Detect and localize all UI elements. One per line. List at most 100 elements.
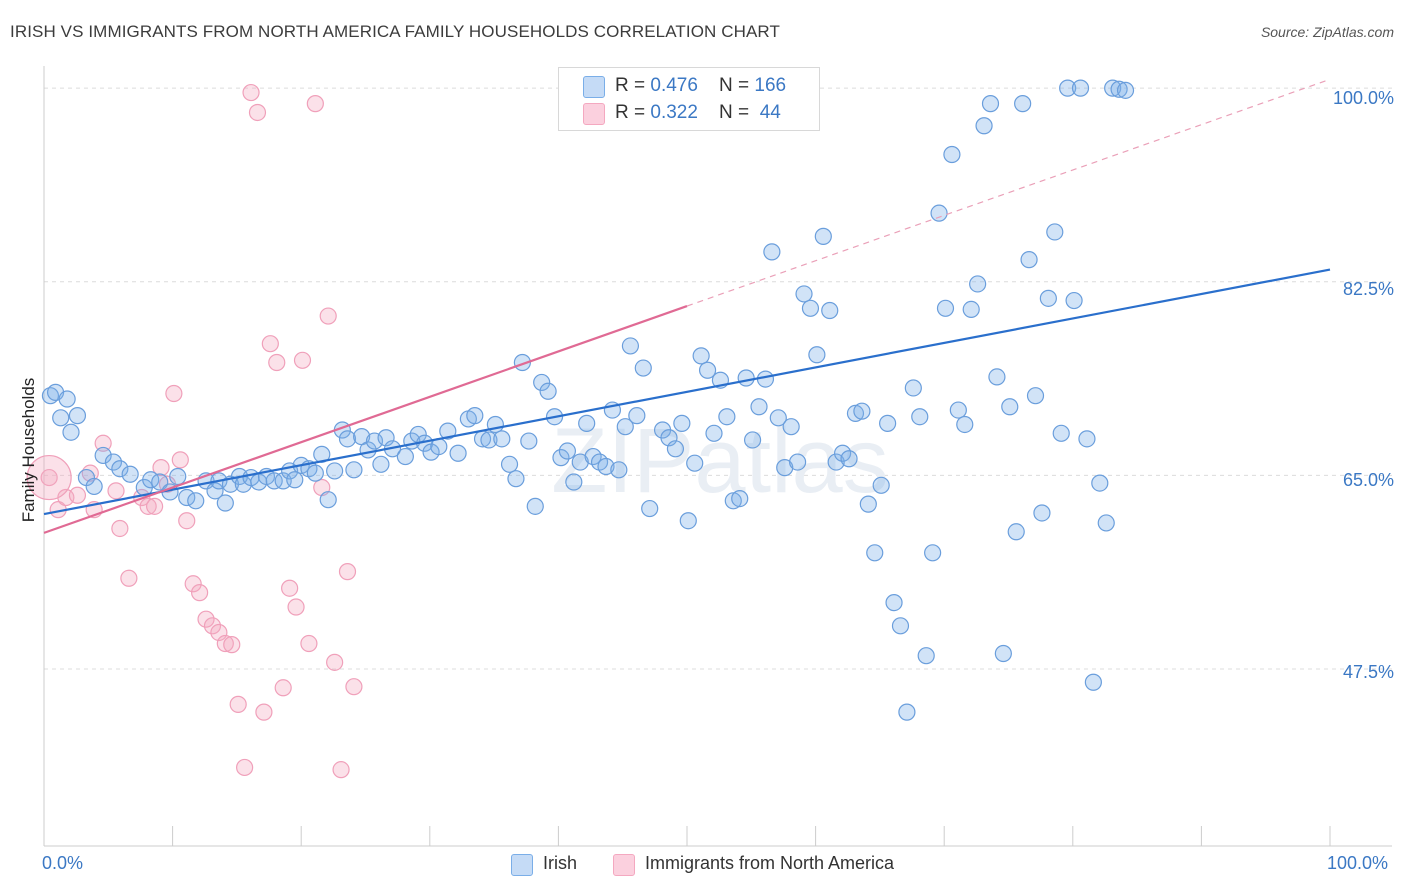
x-tick-min: 0.0% (42, 853, 84, 873)
irish-point-32 (286, 471, 304, 489)
irish-point-119 (872, 476, 890, 494)
irish-point-122 (891, 617, 910, 635)
immigrants-trend-extension (686, 78, 1331, 307)
immigrants-point-large (26, 454, 72, 501)
immigrants-point-18 (184, 575, 202, 593)
immigrants-point-17 (178, 512, 196, 530)
irish-point-65 (520, 432, 538, 450)
irish-point-83 (634, 359, 652, 377)
irish-point-112 (827, 453, 845, 471)
irish-point-147 (1052, 424, 1070, 442)
irish-legend-swatch (511, 854, 533, 876)
irish-point-97 (731, 489, 749, 508)
irish-point-37 (319, 491, 337, 509)
immigrants-point-26 (236, 758, 254, 777)
immigrants-point-32 (274, 679, 292, 697)
irish-point-79 (610, 461, 628, 479)
irish-point-14 (151, 473, 169, 491)
irish-point-68 (539, 382, 557, 400)
immigrants-point-30 (261, 335, 279, 353)
irish-point-20 (206, 482, 224, 500)
irish-point-96 (724, 492, 742, 510)
y-tick-100: 100.0% (1332, 88, 1394, 108)
immigrants-point-41 (332, 761, 350, 779)
irish-point-133 (962, 300, 980, 319)
irish-point-22 (216, 494, 234, 512)
immigrants-trend-line (43, 305, 688, 534)
immigrants-point-35 (293, 351, 312, 369)
irish-point-8 (94, 446, 112, 465)
irish-point-74 (578, 414, 596, 432)
immigrants-point-13 (152, 459, 170, 477)
irish-point-54 (439, 422, 457, 440)
series-legend: Irish Immigrants from North America (0, 853, 1406, 877)
irish-point-0 (41, 387, 60, 405)
irish-point-100 (750, 398, 768, 416)
irish-swatch (583, 76, 605, 98)
irish-point-107 (795, 285, 813, 303)
irish-point-92 (698, 361, 717, 379)
irish-point-104 (776, 459, 794, 477)
source-label: Source: ZipAtlas.com (1260, 24, 1394, 40)
immigrants-legend-label: Immigrants from North America (645, 853, 895, 873)
n-label: N = (719, 75, 755, 96)
x-tick-max: 100.0% (1327, 853, 1389, 873)
irish-point-145 (1039, 289, 1057, 307)
irish-point-102 (763, 243, 781, 261)
irish-point-57 (466, 407, 484, 425)
immigrants-point-8 (111, 519, 129, 538)
irish-point-105 (782, 418, 800, 436)
irish-point-129 (936, 299, 955, 317)
r-label: R = (615, 102, 651, 123)
irish-point-132 (956, 415, 974, 434)
irish-point-127 (924, 544, 942, 562)
irish-point-152 (1084, 673, 1102, 691)
irish-point-71 (558, 442, 577, 460)
irish-point-89 (679, 512, 697, 530)
immigrants-point-33 (281, 579, 299, 597)
y-axis-label-wrap: Family Households (14, 300, 44, 600)
irish-point-120 (879, 414, 897, 432)
immigrants-legend-swatch (613, 854, 635, 876)
irish-point-126 (917, 647, 935, 665)
immigrants-point-24 (223, 636, 241, 654)
irish-point-41 (345, 461, 363, 479)
irish-point-88 (673, 414, 691, 432)
irish-point-40 (338, 430, 357, 448)
chart-title: IRISH VS IMMIGRANTS FROM NORTH AMERICA F… (10, 22, 780, 41)
irish-point-117 (859, 495, 877, 513)
irish-point-111 (821, 301, 839, 320)
irish-point-156 (1110, 80, 1128, 98)
legend-row-irish: R = 0.476 N = 166 (583, 75, 786, 99)
irish-point-95 (718, 408, 736, 426)
legend-immigrants-text: R = 0.322 N = 44 (615, 102, 781, 124)
immigrants-point-6 (94, 434, 112, 452)
irish-point-150 (1071, 79, 1090, 97)
r-value-immigrants: 0.322 (650, 102, 698, 123)
irish-point-141 (1014, 95, 1032, 113)
irish-point-55 (449, 444, 467, 462)
irish-point-157 (1116, 81, 1135, 99)
irish-point-73 (571, 453, 589, 471)
irish-point-114 (840, 450, 858, 468)
immigrants-point-9 (120, 569, 138, 587)
immigrants-point-12 (145, 497, 164, 515)
irish-point-138 (994, 644, 1012, 663)
immigrants-point-39 (319, 307, 337, 325)
irish-trend-line (43, 268, 1331, 516)
immigrants-point-3 (68, 486, 87, 504)
irish-point-115 (846, 404, 865, 423)
irish-point-3 (58, 390, 76, 408)
irish-point-118 (866, 544, 884, 562)
immigrants-point-25 (229, 695, 247, 713)
immigrants-point-19 (191, 584, 209, 602)
irish-point-93 (705, 424, 723, 442)
irish-point-151 (1078, 430, 1096, 448)
irish-point-125 (911, 408, 929, 426)
irish-point-148 (1059, 79, 1077, 97)
n-value-irish: 166 (754, 75, 787, 96)
irish-point-130 (943, 145, 961, 164)
irish-point-137 (988, 368, 1006, 386)
correlation-legend: R = 0.476 N = 166 R = 0.322 N = 44 (558, 67, 820, 131)
immigrants-swatch (583, 103, 605, 125)
